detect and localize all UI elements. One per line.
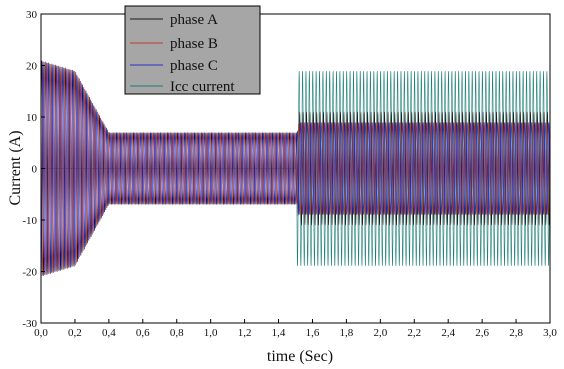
series-line-phase-a (40, 60, 551, 276)
y-tick-label: -30 (22, 318, 37, 330)
legend-label-phase-b: phase B (170, 36, 218, 52)
y-tick-label: -10 (22, 215, 37, 227)
series-layer (40, 60, 551, 276)
x-tick-label: 2,6 (475, 327, 489, 339)
x-tick-label: 0,4 (102, 327, 116, 339)
series-line-phase-b (40, 61, 551, 276)
x-tick-label: 2,4 (441, 327, 455, 339)
y-axis-title: Current (A) (7, 130, 24, 205)
legend-label-icc-current: Icc current (170, 79, 235, 95)
legend: phase A phase B phase C Icc current (124, 5, 261, 95)
y-tick-label: 30 (26, 9, 38, 21)
x-tick-label: 2,2 (407, 327, 421, 339)
legend-box (124, 5, 261, 95)
legend-label-phase-c: phase C (170, 58, 218, 74)
y-tick-label: 10 (26, 112, 38, 124)
x-tick-label: 0,0 (34, 327, 48, 339)
y-tick-label: 0 (32, 164, 38, 176)
x-tick-label: 2,0 (373, 327, 387, 339)
x-axis-title: time (Sec) (267, 348, 333, 365)
x-tick-label: 0,2 (68, 327, 82, 339)
x-axis-ticks: 0,0 0,2 0,4 0,6 0,8 1,0 1,2 1,4 1,6 1,8 2,0 2,2 2,4 2… (34, 319, 557, 339)
x-tick-label: 1,2 (238, 327, 252, 339)
x-tick-label: 0,8 (170, 327, 184, 339)
y-tick-label: 20 (26, 61, 38, 73)
x-tick-label: 1,0 (204, 327, 218, 339)
x-tick-label: 1,6 (306, 327, 320, 339)
x-tick-label: 1,8 (340, 327, 354, 339)
legend-label-phase-a: phase A (170, 12, 218, 28)
x-tick-label: 1,4 (272, 327, 286, 339)
x-tick-label: 0,6 (136, 327, 150, 339)
y-axis-ticks: 30 20 10 0 -10 -20 -30 (22, 9, 45, 330)
x-tick-label: 2,8 (509, 327, 523, 339)
series-line-phase-c (40, 61, 551, 276)
plot-border (40, 13, 551, 324)
x-tick-label: 3,0 (543, 327, 557, 339)
y-tick-label: -20 (22, 267, 37, 279)
